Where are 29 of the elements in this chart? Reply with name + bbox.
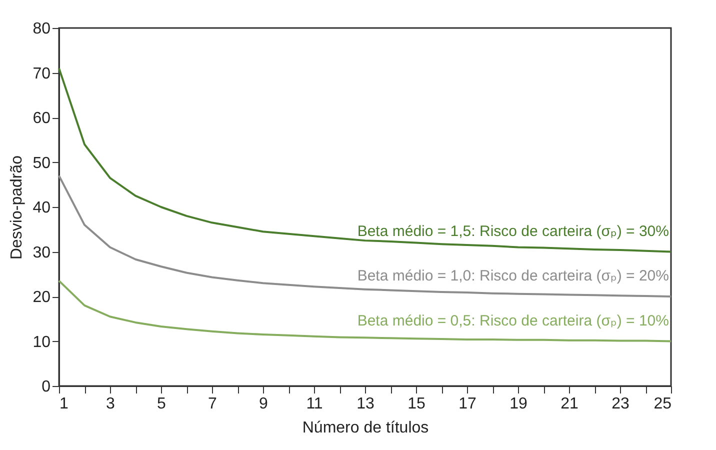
x-tick-label: 5	[157, 396, 166, 412]
x-axis-title: Número de títulos	[302, 420, 429, 436]
x-tick-label: 11	[306, 396, 323, 412]
y-tick-label: 40	[32, 200, 51, 216]
x-tick-label: 1	[60, 396, 68, 412]
y-tick-label: 60	[32, 110, 51, 127]
y-axis-title: Desvio-padrão	[8, 155, 26, 260]
x-tick-label: 21	[560, 396, 578, 412]
x-tick-label: 25	[654, 396, 672, 412]
y-tick-label: 10	[32, 334, 51, 351]
x-tick-label: 7	[208, 396, 218, 412]
y-tick-label: 30	[32, 244, 51, 262]
y-tick-label: 20	[32, 289, 51, 306]
series-label: Beta médio = 1,0: Risco de carteira (σₚ) = 20%	[357, 268, 669, 284]
x-tick-label: 13	[356, 396, 374, 412]
x-tick-label: 17	[458, 396, 476, 412]
x-tick-label: 19	[510, 396, 528, 412]
line-series	[58, 174, 672, 298]
y-tick-label: 50	[32, 154, 51, 172]
x-tick-label: 9	[259, 396, 268, 412]
y-tick-label: 70	[32, 65, 51, 82]
y-tick-label: 80	[32, 20, 51, 38]
x-tick-label: 3	[106, 396, 116, 412]
line-series	[58, 67, 672, 253]
series-label: Beta médio = 0,5: Risco de carteira (σₚ) = 10%	[357, 312, 669, 330]
y-tick-label: 0	[42, 378, 51, 396]
x-tick-label: 23	[612, 396, 630, 412]
x-tick-label: 15	[408, 396, 426, 412]
series-label: Beta médio = 1,5: Risco de carteira (σₚ) = 30%	[357, 222, 669, 240]
